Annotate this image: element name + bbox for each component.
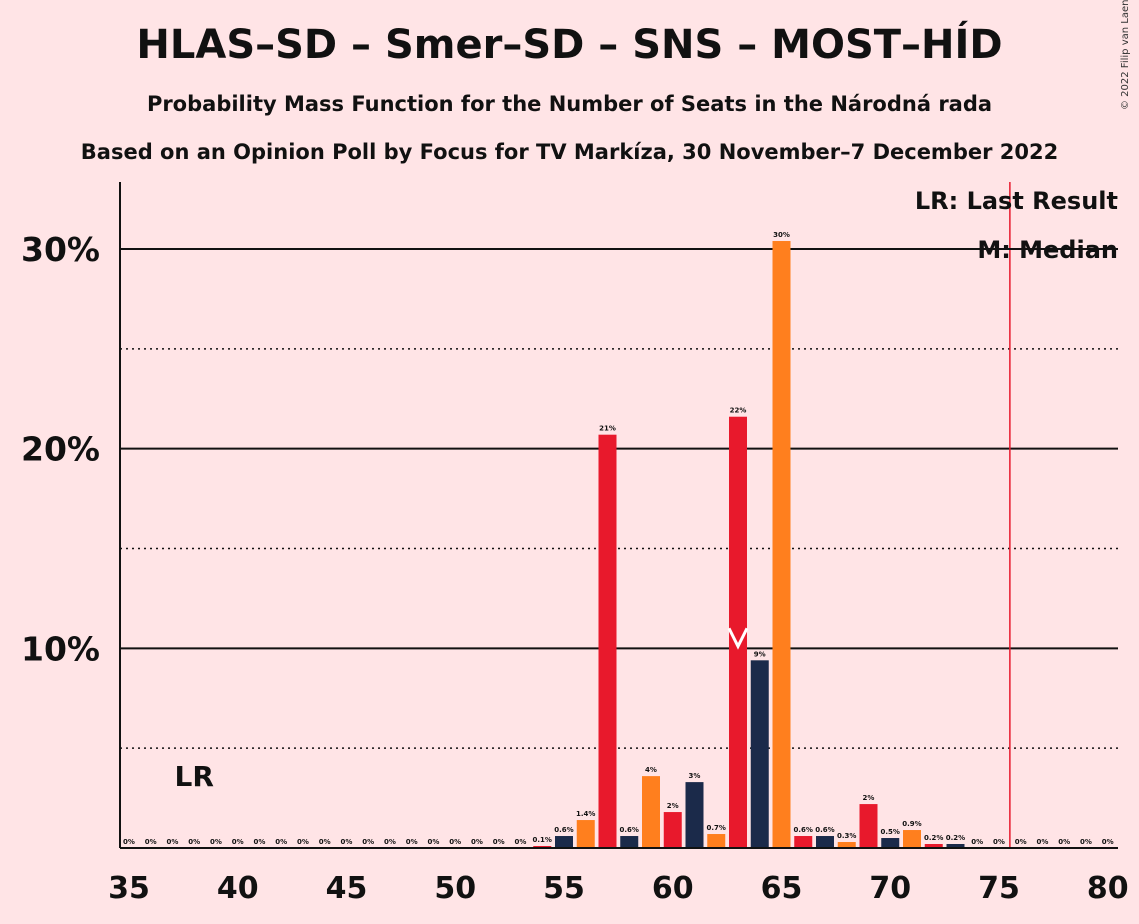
data-label-80: 0% <box>1102 838 1114 846</box>
data-label-77: 0% <box>1037 838 1049 846</box>
bar-66 <box>794 836 813 848</box>
bar-62 <box>707 834 726 848</box>
bar-63 <box>729 416 747 848</box>
x-tick-label-65: 65 <box>761 871 803 906</box>
data-label-69: 2% <box>863 794 875 802</box>
data-label-64: 9% <box>754 650 766 658</box>
data-label-63: 22% <box>730 407 747 415</box>
legend-last-result: LR: Last Result <box>915 187 1118 215</box>
x-tick-label-75: 75 <box>978 871 1020 906</box>
data-label-44: 0% <box>319 838 331 846</box>
data-label-70: 0.5% <box>881 828 900 836</box>
bar-69 <box>859 804 878 848</box>
data-label-67: 0.6% <box>815 826 834 834</box>
data-label-74: 0% <box>971 838 983 846</box>
data-label-56: 1.4% <box>576 810 595 818</box>
data-label-51: 0% <box>471 838 483 846</box>
data-label-54: 0.1% <box>533 836 552 844</box>
data-label-48: 0% <box>406 838 418 846</box>
data-label-75: 0% <box>993 838 1005 846</box>
data-label-38: 0% <box>188 838 200 846</box>
bar-70 <box>881 838 900 848</box>
data-label-78: 0% <box>1058 838 1070 846</box>
data-label-36: 0% <box>145 838 157 846</box>
data-label-71: 0.9% <box>902 820 921 828</box>
data-label-43: 0% <box>297 838 309 846</box>
y-tick-label-20: 20% <box>21 430 100 469</box>
data-label-49: 0% <box>428 838 440 846</box>
x-tick-label-35: 35 <box>108 871 150 906</box>
data-label-52: 0% <box>493 838 505 846</box>
data-label-65: 30% <box>773 231 790 239</box>
data-label-61: 3% <box>689 772 701 780</box>
bar-65 <box>772 241 791 849</box>
x-tick-label-50: 50 <box>434 871 476 906</box>
bar-57 <box>598 434 617 848</box>
x-tick-label-55: 55 <box>543 871 585 906</box>
chart-subtitle-poll: Based on an Opinion Poll by Focus for TV… <box>80 140 1059 164</box>
data-label-53: 0% <box>515 838 527 846</box>
data-label-79: 0% <box>1080 838 1092 846</box>
x-tick-label-40: 40 <box>217 871 259 906</box>
data-label-35: 0% <box>123 838 135 846</box>
y-tick-label-30: 30% <box>21 230 100 269</box>
data-label-59: 4% <box>645 766 657 774</box>
last-result-marker: LR <box>175 760 214 793</box>
data-label-57: 21% <box>599 425 616 433</box>
data-label-66: 0.6% <box>794 826 813 834</box>
bar-71 <box>903 830 921 848</box>
x-tick-label-70: 70 <box>869 871 911 906</box>
chart-subtitle: Probability Mass Function for the Number… <box>146 92 993 116</box>
bar-59 <box>642 776 660 848</box>
x-tick-label-60: 60 <box>652 871 694 906</box>
data-label-73: 0.2% <box>946 834 965 842</box>
bar-56 <box>576 820 595 848</box>
data-label-37: 0% <box>167 838 179 846</box>
data-label-46: 0% <box>362 838 374 846</box>
bar-72 <box>924 844 943 848</box>
bar-67 <box>816 836 834 848</box>
bar-60 <box>663 812 682 848</box>
data-label-72: 0.2% <box>924 834 943 842</box>
y-tick-label-10: 10% <box>21 629 100 668</box>
data-label-50: 0% <box>449 838 461 846</box>
data-label-47: 0% <box>384 838 396 846</box>
data-label-68: 0.3% <box>837 832 856 840</box>
x-tick-label-80: 80 <box>1087 871 1129 906</box>
bar-58 <box>620 836 639 848</box>
chart-title: HLAS–SD – Smer–SD – SNS – MOST–HÍD <box>136 22 1003 68</box>
data-label-41: 0% <box>254 838 266 846</box>
data-label-45: 0% <box>341 838 353 846</box>
data-label-39: 0% <box>210 838 222 846</box>
data-label-62: 0.7% <box>707 824 726 832</box>
data-label-76: 0% <box>1015 838 1027 846</box>
data-label-60: 2% <box>667 802 679 810</box>
x-tick-label-45: 45 <box>326 871 368 906</box>
data-label-58: 0.6% <box>620 826 639 834</box>
bar-68 <box>837 842 856 848</box>
bar-55 <box>555 836 573 848</box>
data-label-42: 0% <box>275 838 287 846</box>
data-label-40: 0% <box>232 838 244 846</box>
bar-64 <box>750 660 769 848</box>
median-marker <box>727 627 749 650</box>
data-label-55: 0.6% <box>554 826 573 834</box>
bar-73 <box>946 844 965 848</box>
bar-61 <box>685 782 704 848</box>
